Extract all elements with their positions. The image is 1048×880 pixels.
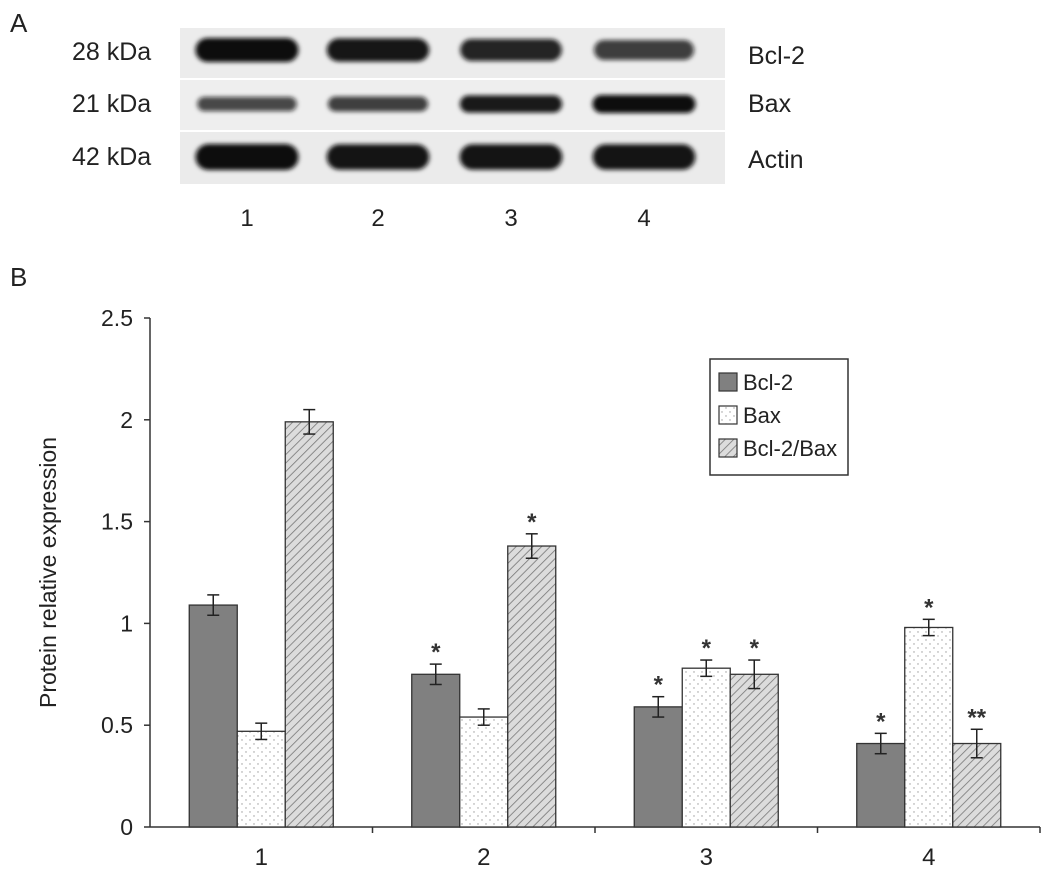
significance-mark-bcl2-group-2: * (431, 639, 441, 666)
protein-label-bcl2: Bcl-2 (748, 42, 805, 70)
bar-bcl2-group-2 (411, 673, 461, 828)
legend-label-bcl2: Bcl-2 (743, 370, 793, 395)
band-actin-lane-1 (195, 144, 299, 170)
significance-mark-bax-group-3: * (702, 635, 712, 662)
western-blot (180, 28, 725, 184)
band-bcl-2-lane-3 (460, 38, 562, 62)
significance-mark-bcl2-group-3: * (654, 672, 664, 699)
bar-bax-group-1 (236, 730, 286, 828)
bar-bcl2-group-3 (633, 706, 683, 828)
significance-mark-bcl2-group-4: * (876, 708, 886, 735)
x-tick-label: 3 (700, 844, 713, 871)
bar-bax-group-3 (681, 667, 731, 828)
bar-bax-group-4 (904, 626, 954, 828)
band-actin-lane-2 (326, 144, 430, 170)
panel-a-label: A (10, 8, 28, 38)
panel-b-label: B (10, 262, 28, 292)
bar-bcl2-group-1 (188, 604, 238, 828)
protein-label-actin: Actin (748, 146, 804, 174)
band-bcl-2-lane-4 (594, 40, 694, 60)
protein-label-bax: Bax (748, 90, 792, 118)
y-tick-label: 0 (120, 814, 133, 840)
x-tick-label: 2 (477, 844, 490, 871)
bar-bcl2-group-4 (856, 742, 906, 828)
lane-label-2: 2 (371, 205, 385, 232)
y-axis-label: Protein relative expression (35, 437, 61, 708)
kda-label-bax: 21 kDa (72, 90, 152, 118)
legend-swatch-bcl2-bax (718, 438, 738, 458)
band-bax-lane-2 (328, 96, 428, 112)
significance-mark-bcl2-bax-group-2: * (527, 509, 537, 536)
bar-bcl2-bax-group-1 (284, 421, 334, 828)
bar-bcl2-bax-group-2 (507, 545, 557, 828)
y-tick-label: 2 (120, 407, 133, 433)
band-bcl-2-lane-2 (326, 38, 430, 62)
legend-swatch-bax (718, 405, 738, 425)
lane-label-3: 3 (504, 205, 518, 232)
legend-label-bcl2-bax: Bcl-2/Bax (743, 436, 837, 461)
significance-mark-bcl2-bax-group-3: * (750, 635, 760, 662)
y-tick-label: 2.5 (101, 305, 133, 331)
y-tick-label: 1.5 (101, 509, 133, 535)
band-actin-lane-4 (592, 144, 696, 170)
legend-swatch-bcl2 (718, 372, 738, 392)
band-bax-lane-1 (197, 96, 297, 112)
significance-mark-bax-group-4: * (924, 594, 934, 621)
y-tick-label: 0.5 (101, 712, 133, 738)
kda-label-actin: 42 kDa (72, 143, 152, 171)
bar-chart: 0 0.5 1 1.5 2 2.5 Protein relative expression 1… (35, 305, 1041, 871)
bar-bcl2-bax-group-3 (729, 673, 779, 828)
lane-label-1: 1 (240, 205, 254, 232)
legend-label-bax: Bax (743, 403, 781, 428)
bar-bax-group-2 (459, 716, 509, 828)
kda-label-bcl2: 28 kDa (72, 38, 152, 66)
band-bax-lane-4 (592, 95, 696, 113)
lane-label-4: 4 (637, 205, 651, 232)
band-bax-lane-3 (459, 95, 563, 113)
x-tick-label: 1 (255, 844, 268, 871)
significance-mark-bcl2-bax-group-4: ** (967, 704, 986, 731)
x-tick-label: 4 (922, 844, 935, 871)
y-tick-label: 1 (120, 610, 133, 636)
band-bcl-2-lane-1 (195, 38, 299, 62)
band-actin-lane-3 (459, 144, 563, 170)
